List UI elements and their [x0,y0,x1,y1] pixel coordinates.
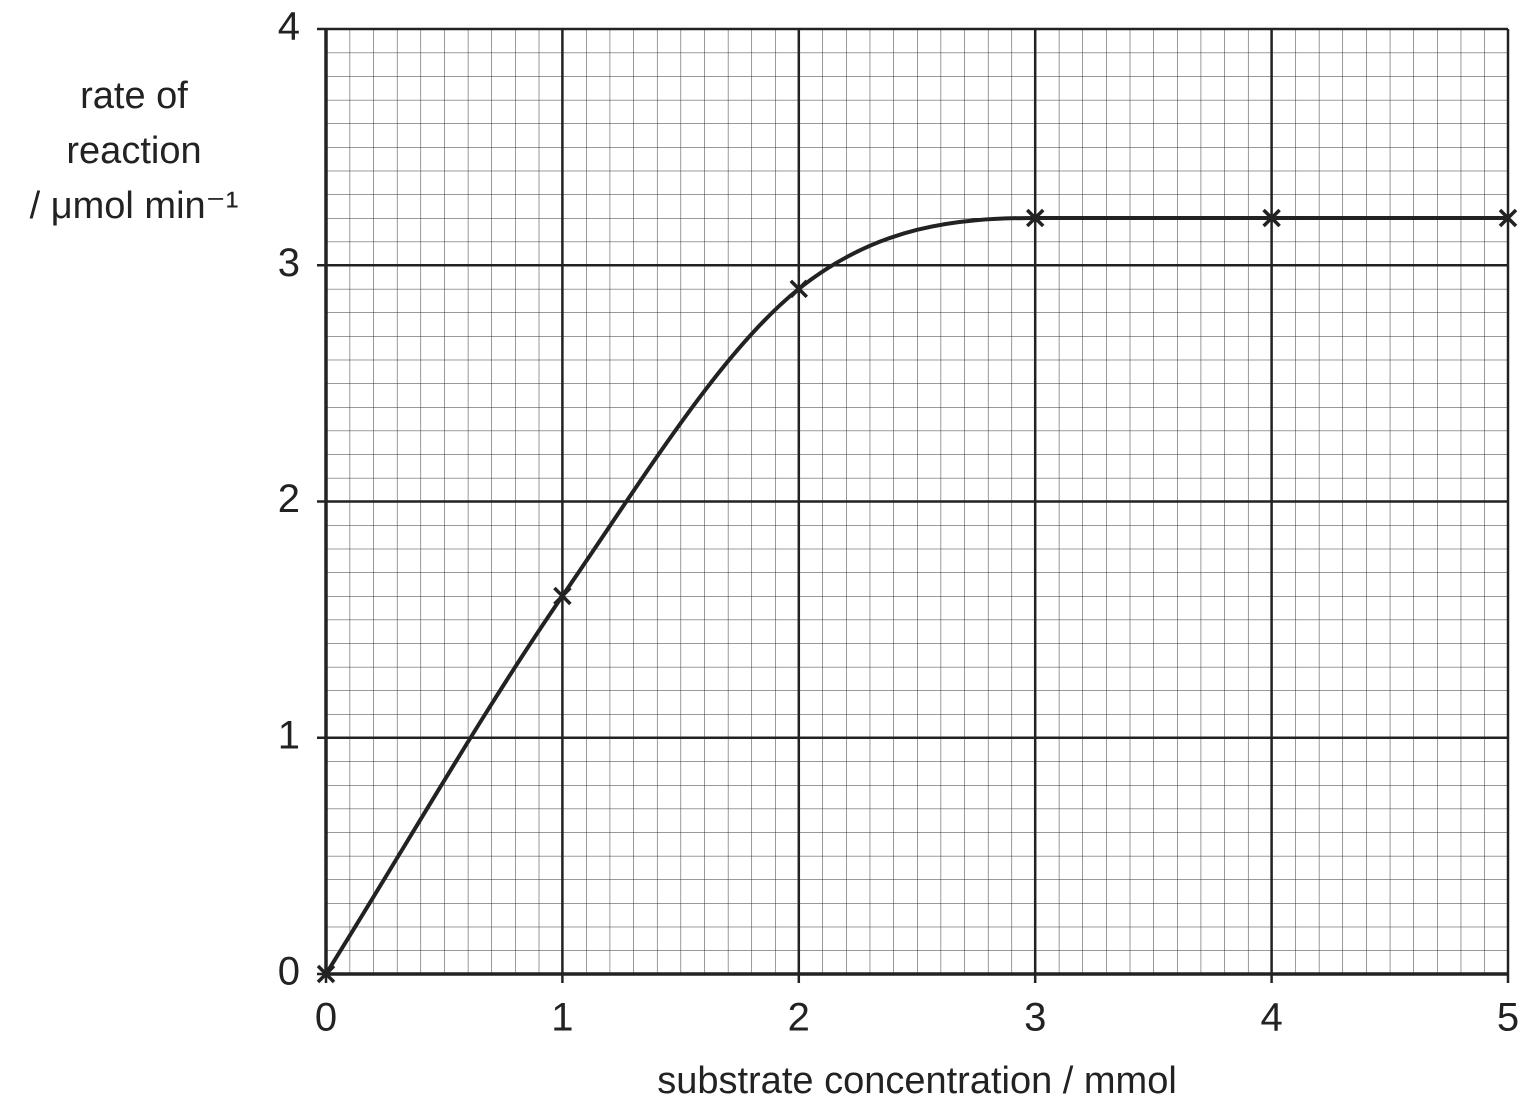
y-axis-label: / μmol min⁻¹ [30,185,239,227]
x-tick-label: 1 [551,996,573,1040]
marker [1262,208,1281,228]
y-tick-label: 4 [278,5,300,49]
x-tick-label: 2 [788,996,810,1040]
marker [789,279,809,299]
x-tick-label: 3 [1024,996,1046,1040]
y-tick-label: 1 [278,713,300,757]
curve [324,216,1508,976]
y-tick-label: 0 [278,950,300,994]
x-tick-label: 0 [315,996,337,1040]
y-tick-label: 2 [278,477,300,521]
marker [316,964,336,984]
y-axis-label: reaction [66,130,201,172]
marker [1498,208,1518,228]
x-tick-label: 5 [1497,996,1519,1040]
x-axis-label: substrate concentration / mmol [657,1060,1177,1102]
marker [553,586,572,606]
y-axis-label: rate of [80,75,188,117]
x-tick-label: 4 [1260,996,1282,1040]
marker [1025,208,1045,228]
y-tick-label: 3 [278,241,300,285]
